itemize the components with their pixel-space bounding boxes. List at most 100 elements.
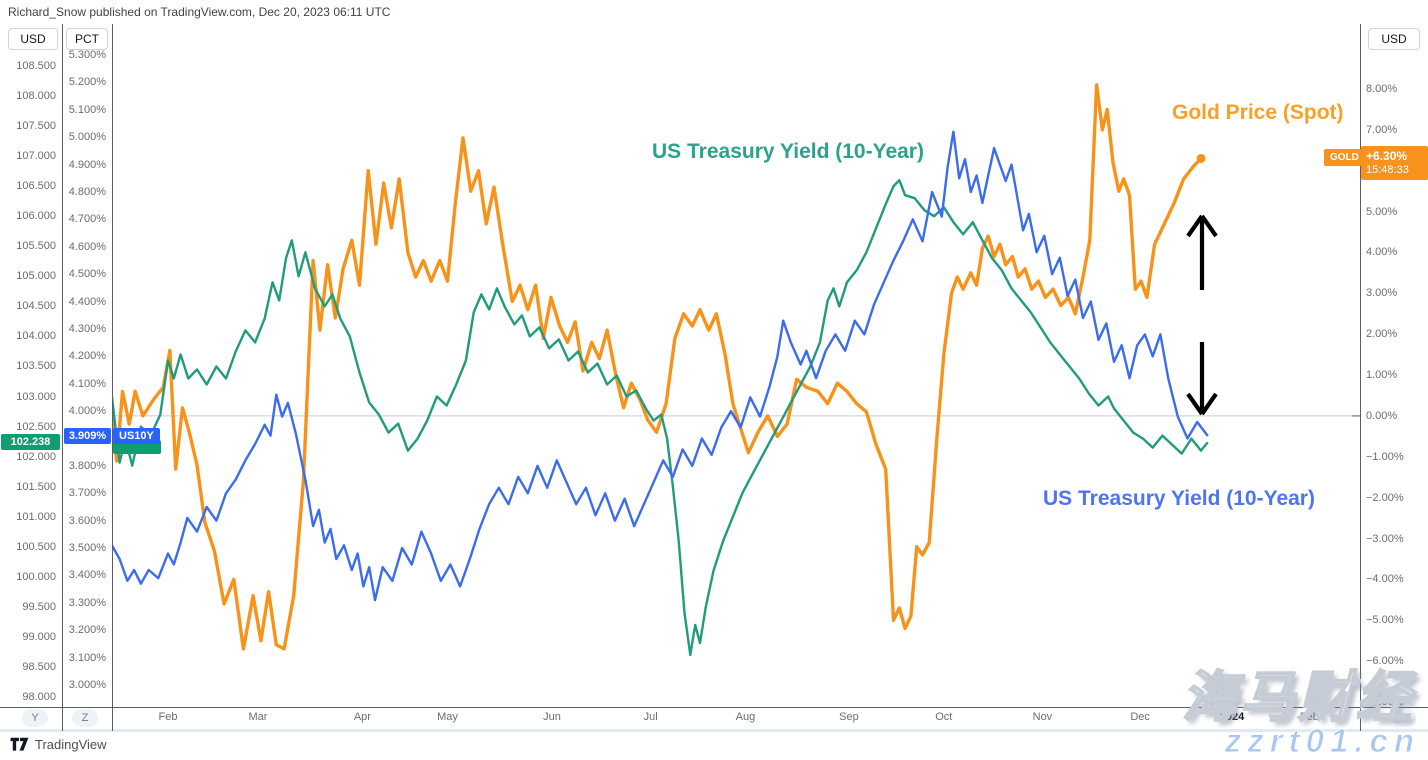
green-last-price-badge: 102.238 — [1, 434, 60, 451]
plot-right-border — [1360, 24, 1361, 731]
blue-series-label: US Treasury Yield (10-Year) — [1043, 487, 1315, 510]
axis-tick-label: −5.00% — [1366, 614, 1404, 627]
axis-tick-label: 107.000 — [16, 150, 56, 163]
tradingview-footer[interactable]: TradingView — [10, 737, 107, 752]
axis-tick-label: −2.00% — [1366, 491, 1404, 504]
axis-tick-label: −4.00% — [1366, 573, 1404, 586]
axis-tick-label: 106.500 — [16, 180, 56, 193]
axis-tick-label: −3.00% — [1366, 532, 1404, 545]
right-usd-axis-button[interactable]: USD — [1368, 28, 1420, 50]
axis-tick-label: 108.500 — [16, 60, 56, 72]
watermark-url: zzrt01.cn — [1224, 722, 1420, 760]
gold-series-label: Gold Price (Spot) — [1172, 101, 1344, 124]
time-tick-label: Feb — [158, 711, 178, 723]
us10y-symbol-badge: US10Y — [113, 428, 160, 444]
axis-tick-label: 0.00% — [1366, 409, 1398, 422]
axis-tick-label: 3.100% — [68, 651, 106, 664]
time-axis-border — [0, 707, 1428, 708]
axis-tick-label: 3.800% — [68, 459, 106, 472]
axis-tick-label: −7.00% — [1366, 696, 1404, 708]
axis-tick-label: 4.800% — [68, 185, 106, 198]
axis-tick-label: 4.300% — [68, 322, 106, 335]
axis-tick-label: 101.500 — [16, 480, 56, 493]
time-tick-label: Sep — [839, 711, 859, 723]
axis-tick-label: 5.000% — [68, 131, 106, 144]
y-scale-reset-button[interactable]: Y — [22, 709, 48, 727]
axis-tick-label: 103.000 — [16, 390, 56, 403]
axis-tick-label: 98.000 — [22, 691, 56, 703]
axis-tick-label: 106.000 — [16, 210, 56, 223]
axis-tick-label: 8.00% — [1366, 83, 1398, 95]
time-tick-label: Nov — [1032, 711, 1053, 723]
time-tick-label: Jul — [643, 711, 658, 723]
axis-tick-label: 3.00% — [1366, 287, 1398, 300]
axis-tick-label: 2.00% — [1366, 328, 1398, 341]
axis-tick-label: 3.300% — [68, 596, 106, 609]
axis-tick-label: 3.700% — [68, 487, 106, 500]
gold-last-value-badge: +6.30% 15:48:33 — [1361, 146, 1428, 181]
left-pct-axis-button[interactable]: PCT — [66, 28, 108, 50]
axis-tick-label: 3.000% — [68, 679, 106, 691]
tradingview-logo-text: TradingView — [35, 737, 107, 752]
green-series-label: US Treasury Yield (10-Year) — [652, 140, 924, 163]
axis-tick-label: 108.000 — [16, 90, 56, 103]
axis-tick-label: 100.500 — [16, 540, 56, 553]
footer-divider — [0, 729, 1428, 732]
publication-header: Richard_Snow published on TradingView.co… — [8, 5, 391, 19]
axis-tick-label: 4.100% — [68, 377, 106, 390]
axis-tick-label: 99.000 — [22, 630, 56, 643]
watermark-cjk: 海马财经 — [1181, 665, 1415, 729]
axis-tick-label: 107.500 — [16, 120, 56, 133]
z-scale-reset-button[interactable]: Z — [72, 709, 98, 727]
axis-tick-label: 4.900% — [68, 158, 106, 171]
axis-tick-label: 4.000% — [68, 405, 106, 418]
axis-tick-label: 4.500% — [68, 268, 106, 281]
blue-last-price-badge: 3.909% — [64, 428, 111, 444]
price-scale-right[interactable]: 8.00%7.00%6.00%5.00%4.00%3.00%2.00%1.00%… — [1366, 0, 1426, 760]
gold-symbol-tag: GOLD — [1324, 149, 1365, 167]
axis-tick-label: 103.500 — [16, 360, 56, 373]
chart-plot-area[interactable] — [113, 24, 1360, 707]
price-scale-left-pct[interactable]: 5.300% 5.200% 5.100% 5.000% 4.900% 4.800% 4.70… — [64, 0, 106, 760]
axis-tick-label: 102.000 — [16, 450, 56, 463]
axis-tick-label: 3.400% — [68, 569, 106, 582]
time-tick-label: Mar — [248, 711, 268, 723]
axis-tick-label: 5.00% — [1366, 205, 1398, 218]
axis-tick-label: 3.500% — [68, 542, 106, 555]
axis-tick-label: 98.500 — [22, 660, 56, 673]
axis-tick-label: 100.000 — [16, 570, 56, 583]
axis-tick-label: 5.100% — [68, 103, 106, 116]
axis-tick-label: 4.400% — [68, 295, 106, 308]
plot-left-border — [112, 24, 113, 731]
axis-tick-label: 99.500 — [22, 600, 56, 613]
axis-tick-label: 102.500 — [16, 420, 56, 433]
axis-tick-label: 4.200% — [68, 350, 106, 363]
gold-time-value: 15:48:33 — [1366, 164, 1409, 177]
price-scale-left-usd[interactable]: 108.500 108.000 107.500 107.000 106.500 106.0… — [0, 0, 56, 760]
left-usd-axis-button[interactable]: USD — [8, 28, 58, 50]
time-tick-label: 2024 — [1219, 711, 1245, 723]
time-tick-label: Oct — [935, 711, 953, 723]
time-tick-label: Dec — [1130, 711, 1150, 723]
axis-tick-label: 105.000 — [16, 270, 56, 283]
axis-tick-label: 4.00% — [1366, 246, 1398, 259]
axis-tick-label: 104.000 — [16, 330, 56, 343]
time-tick-label: May — [437, 711, 458, 723]
axis-tick-label: 5.200% — [68, 76, 106, 89]
axis-tick-label: 4.700% — [68, 213, 106, 226]
axis-tick-label: −1.00% — [1366, 450, 1404, 463]
axis-tick-label: 105.500 — [16, 240, 56, 253]
time-tick-label: Feb — [1299, 711, 1319, 723]
tradingview-logo-icon — [10, 737, 29, 751]
axis-tick-label: 3.200% — [68, 624, 106, 637]
auto-scale-button[interactable]: A — [1392, 709, 1416, 727]
axis-separator — [62, 24, 63, 731]
axis-tick-label: 101.000 — [16, 510, 56, 523]
axis-tick-label: 5.300% — [68, 49, 106, 61]
axis-tick-label: −6.00% — [1366, 655, 1404, 668]
axis-tick-label: 4.600% — [68, 240, 106, 253]
axis-tick-label: 1.00% — [1366, 369, 1398, 382]
time-tick-label: Aug — [735, 711, 756, 723]
gold-change-value: +6.30% — [1366, 149, 1408, 164]
time-tick-label: Apr — [353, 711, 371, 723]
